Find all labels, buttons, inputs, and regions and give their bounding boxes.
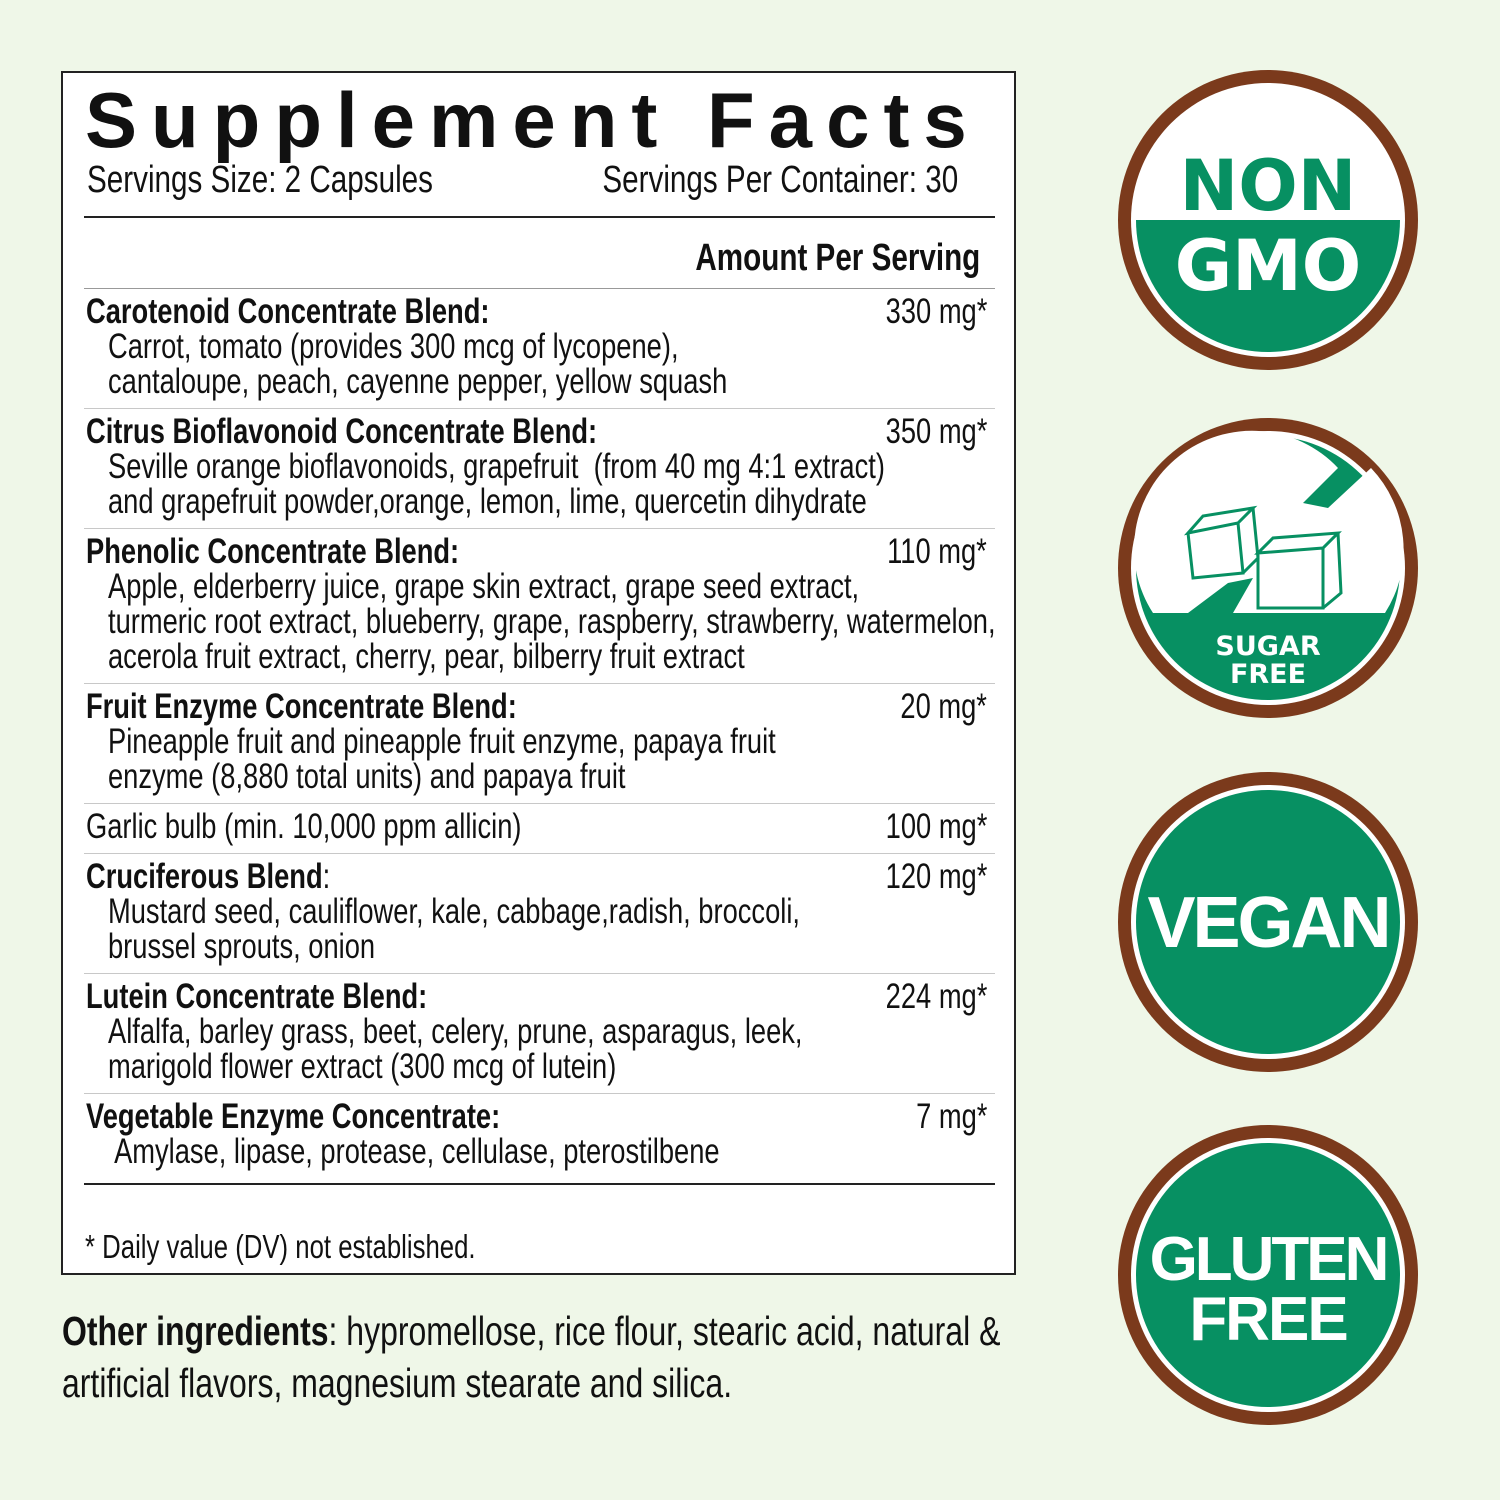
ingredient-name: Vegetable Enzyme Concentrate: — [86, 1097, 501, 1136]
badge-text: FREE — [1189, 1285, 1346, 1354]
non-gmo-badge-icon: NON GMO — [1118, 70, 1418, 370]
serving-size: Servings Size: 2 Capsules — [87, 159, 433, 201]
ingredient-amount: 100 mg* — [885, 807, 987, 846]
other-ingredients-text-2: artificial flavors, magnesium stearate a… — [62, 1360, 733, 1406]
ingredient-amount: 110 mg* — [887, 532, 987, 571]
ingredient-name: Citrus Bioflavonoid Concentrate Blend: — [86, 412, 598, 451]
panel-title: Supplement Facts — [85, 76, 981, 164]
ingredient-name: Fruit Enzyme Concentrate Blend: — [86, 687, 517, 726]
ingredient-name: Lutein Concentrate Blend: — [86, 977, 428, 1016]
ingredient-rows: Carotenoid Concentrate Blend: Carrot, tom… — [84, 289, 996, 1185]
amount-per-serving-header: Amount Per Serving — [695, 237, 980, 279]
ingredient-name: Cruciferous Blend — [86, 857, 323, 896]
ingredient-amount: 20 mg* — [900, 687, 987, 726]
ingredient-description: Mustard seed, cauliflower, kale, cabbage… — [108, 892, 800, 931]
other-ingredients: Other ingredients: hypromellose, rice fl… — [62, 1305, 1162, 1409]
divider — [84, 216, 995, 218]
ingredient-amount: 350 mg* — [885, 412, 987, 451]
ingredient-description: marigold flower extract (300 mcg of lute… — [108, 1047, 617, 1086]
ingredient-row: Carotenoid Concentrate Blend: Carrot, tom… — [84, 289, 995, 409]
ingredient-description: Seville orange bioflavonoids, grapefruit… — [108, 447, 885, 486]
gluten-free-badge-icon: GLUTEN FREE — [1118, 1125, 1418, 1425]
badge-text: GMO — [1175, 225, 1362, 307]
other-ingredients-label: Other ingredients — [62, 1308, 329, 1354]
ingredient-row: Phenolic Concentrate Blend: Apple, elderb… — [84, 529, 996, 684]
servings-per-container: Servings Per Container: 30 — [602, 159, 958, 201]
ingredient-row: Garlic bulb (min. 10,000 ppm allicin) 100… — [84, 804, 995, 854]
ingredient-description: Carrot, tomato (provides 300 mcg of lyco… — [108, 327, 679, 366]
ingredient-name: Phenolic Concentrate Blend: — [86, 532, 460, 571]
ingredient-amount: 330 mg* — [885, 292, 987, 331]
footnote: * Daily value (DV) not established. — [85, 1228, 476, 1265]
ingredient-row: Vegetable Enzyme Concentrate: Amylase, l… — [84, 1094, 995, 1185]
ingredient-amount: 7 mg* — [915, 1097, 987, 1136]
ingredient-description: Pineapple fruit and pineapple fruit enzy… — [108, 722, 776, 761]
badge-text: NON — [1180, 145, 1357, 227]
other-ingredients-text: : hypromellose, rice flour, stearic acid… — [328, 1308, 1001, 1354]
divider — [84, 288, 995, 289]
ingredient-description: acerola fruit extract, cherry, pear, bil… — [108, 637, 745, 676]
ingredient-description: Amylase, lipase, protease, cellulase, pt… — [108, 1132, 720, 1171]
ingredient-description: enzyme (8,880 total units) and papaya fr… — [108, 757, 626, 796]
badge-text: FREE — [1230, 659, 1306, 690]
badge-text: GLUTEN — [1150, 1225, 1387, 1294]
ingredient-description: and grapefruit powder,orange, lemon, lim… — [108, 482, 867, 521]
vegan-badge-icon: VEGAN — [1118, 772, 1418, 1072]
ingredient-description: Apple, elderberry juice, grape skin extr… — [108, 567, 860, 606]
ingredient-description: brussel sprouts, onion — [108, 927, 376, 966]
supplement-facts-panel: Supplement Facts Servings Size: 2 Capsul… — [61, 71, 1016, 1275]
ingredient-amount: 120 mg* — [885, 857, 987, 896]
ingredient-description: turmeric root extract, blueberry, grape,… — [108, 602, 996, 641]
ingredient-name: Garlic bulb (min. 10,000 ppm allicin) — [86, 807, 522, 846]
ingredient-description: cantaloupe, peach, cayenne pepper, yello… — [108, 362, 728, 401]
sugar-free-badge-icon: SUGAR FREE — [1118, 418, 1418, 718]
ingredient-row: Citrus Bioflavonoid Concentrate Blend: Se… — [84, 409, 995, 529]
ingredient-amount: 224 mg* — [885, 977, 987, 1016]
ingredient-row: Fruit Enzyme Concentrate Blend: Pineapple… — [84, 684, 995, 804]
ingredient-description: Alfalfa, barley grass, beet, celery, pru… — [108, 1012, 803, 1051]
badge-text: SUGAR — [1215, 631, 1320, 662]
ingredient-name: Carotenoid Concentrate Blend: — [86, 292, 490, 331]
ingredient-row: Lutein Concentrate Blend: Alfalfa, barley… — [84, 974, 995, 1094]
ingredient-row: Cruciferous Blend: Mustard seed, cauliflo… — [84, 854, 995, 974]
name-suffix: : — [322, 857, 331, 896]
badge-text: VEGAN — [1147, 883, 1388, 963]
